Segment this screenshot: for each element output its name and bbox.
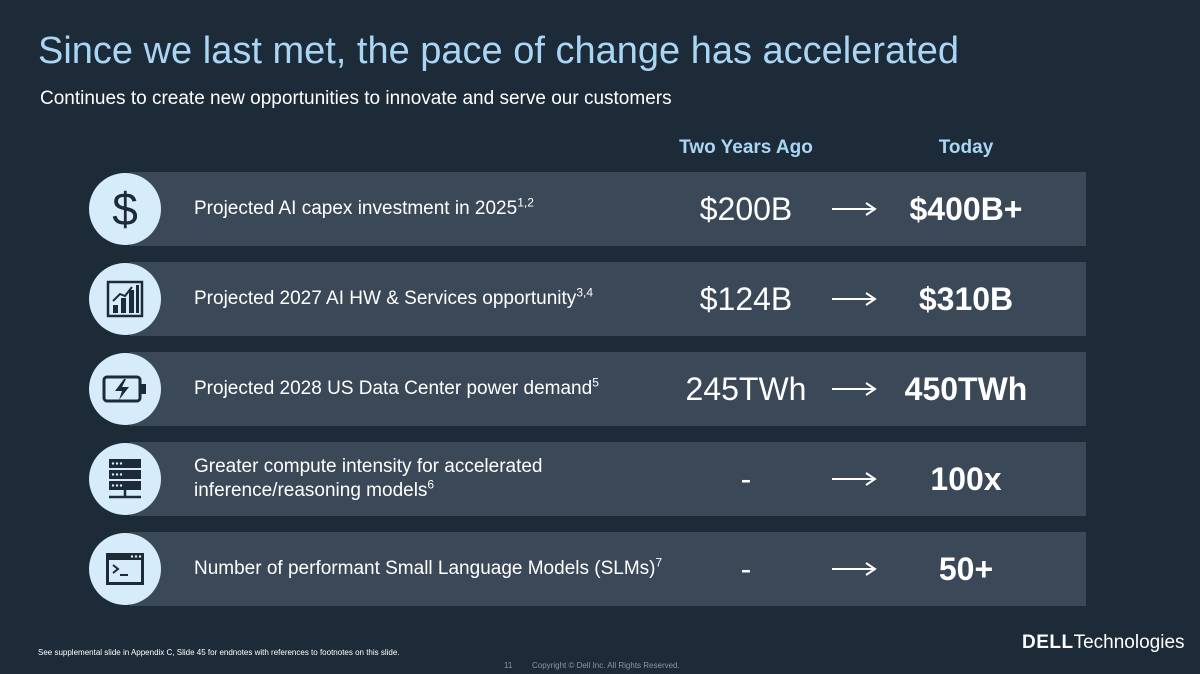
- metric-after-value: 100x: [930, 460, 1002, 497]
- footnote: See supplemental slide in Appendix C, Sl…: [38, 648, 400, 657]
- metric-after-value: 450TWh: [904, 370, 1028, 407]
- slide-subtitle: Continues to create new opportunities to…: [40, 88, 672, 109]
- logo-brand: DELL: [1022, 632, 1074, 653]
- server-icon: [89, 443, 161, 515]
- metric-label: Number of performant Small Language Mode…: [194, 555, 663, 580]
- metric-row-hw-services: Projected 2027 AI HW & Services opportun…: [130, 262, 1086, 336]
- column-header-today: Today: [938, 137, 994, 158]
- metric-row-slms: Number of performant Small Language Mode…: [130, 532, 1086, 606]
- svg-text:$: $: [112, 185, 138, 233]
- arrow-right-icon: [824, 262, 884, 336]
- copyright: Copyright © Dell Inc. All Rights Reserve…: [532, 661, 680, 670]
- metric-row-compute-intensity: Greater compute intensity for accelerate…: [130, 442, 1086, 516]
- arrow-right-icon: [824, 532, 884, 606]
- metric-before-value: $124B: [699, 280, 793, 317]
- battery-icon: [89, 353, 161, 425]
- metric-label: Projected AI capex investment in 20251,2: [194, 195, 534, 220]
- metric-before-value: -: [740, 550, 752, 587]
- metric-after-value: 50+: [938, 550, 994, 587]
- metric-label: Greater compute intensity for accelerate…: [194, 456, 543, 501]
- metric-before-value: -: [740, 460, 752, 497]
- arrow-right-icon: [824, 172, 884, 246]
- metric-before-value: 245TWh: [685, 370, 807, 407]
- arrow-right-icon: [824, 442, 884, 516]
- arrow-right-icon: [824, 352, 884, 426]
- logo-suffix: Technologies: [1073, 632, 1185, 653]
- dollar-icon: $: [89, 173, 161, 245]
- metric-label: Projected 2028 US Data Center power dema…: [194, 375, 599, 400]
- metric-row-power-demand: Projected 2028 US Data Center power dema…: [130, 352, 1086, 426]
- metric-after-value: $400B+: [909, 190, 1023, 227]
- terminal-icon: [89, 533, 161, 605]
- metric-before-value: $200B: [699, 190, 793, 227]
- bar-chart-icon: [89, 263, 161, 335]
- slide-title: Since we last met, the pace of change ha…: [38, 30, 959, 72]
- metric-after-value: $310B: [918, 280, 1014, 317]
- column-header-two-years-ago: Two Years Ago: [679, 137, 813, 158]
- metric-label: Projected 2027 AI HW & Services opportun…: [194, 285, 593, 310]
- metric-row-capex: Projected AI capex investment in 20251,2…: [130, 172, 1086, 246]
- dell-technologies-logo: DELLTechnologies: [1022, 632, 1185, 654]
- page-number: 11: [504, 661, 513, 670]
